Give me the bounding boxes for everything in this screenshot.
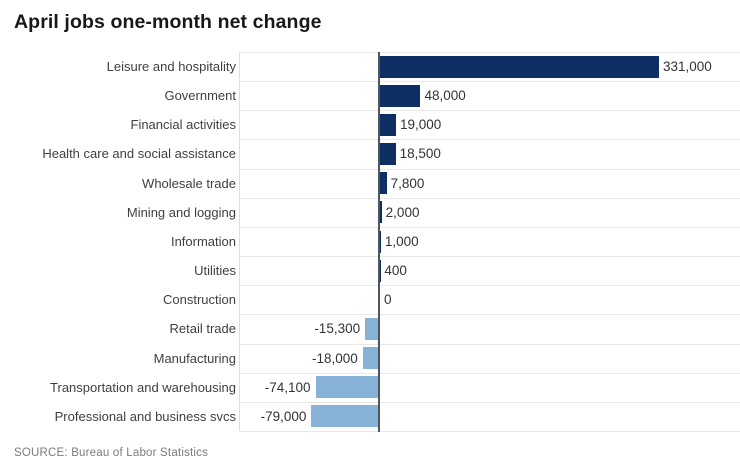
bar-positive bbox=[380, 84, 421, 107]
category-label: Financial activities bbox=[130, 117, 237, 133]
zero-axis-line bbox=[378, 52, 380, 432]
category-label: Government bbox=[164, 88, 236, 104]
category-label: Professional and business svcs bbox=[54, 408, 236, 424]
bar-positive bbox=[380, 172, 387, 195]
bar-positive bbox=[380, 55, 659, 78]
category-label: Health care and social assistance bbox=[42, 146, 236, 162]
gridline bbox=[240, 256, 740, 258]
gridline bbox=[240, 285, 740, 287]
gridline bbox=[240, 168, 740, 170]
bar-negative bbox=[315, 376, 378, 399]
value-label: 1,000 bbox=[384, 233, 419, 249]
bar-negative bbox=[362, 347, 378, 370]
category-label: Leisure and hospitality bbox=[106, 59, 236, 74]
bar-negative bbox=[365, 317, 378, 340]
value-label: 331,000 bbox=[663, 59, 712, 74]
value-label: -15,300 bbox=[314, 321, 361, 337]
bar-chart: Leisure and hospitality 331,000 Government… bbox=[0, 52, 740, 432]
gridline bbox=[240, 110, 740, 112]
gridline bbox=[240, 81, 740, 83]
category-label: Wholesale trade bbox=[142, 175, 236, 191]
value-label: 2,000 bbox=[385, 204, 420, 220]
value-label: -79,000 bbox=[260, 408, 307, 424]
bar-positive bbox=[380, 143, 396, 166]
value-label: -74,100 bbox=[264, 379, 311, 395]
gridline bbox=[240, 314, 740, 316]
gridline bbox=[240, 372, 740, 374]
value-label: 48,000 bbox=[424, 88, 466, 104]
gridline bbox=[240, 52, 740, 53]
category-label: Manufacturing bbox=[153, 350, 236, 366]
value-label: 7,800 bbox=[390, 175, 425, 191]
gridline bbox=[240, 431, 740, 432]
gridline bbox=[240, 139, 740, 141]
category-label: Retail trade bbox=[169, 321, 236, 337]
gridline bbox=[240, 401, 740, 403]
value-label: -18,000 bbox=[312, 350, 358, 366]
bar-negative bbox=[311, 405, 378, 428]
category-label: Transportation and warehousing bbox=[50, 379, 236, 395]
value-label: 0 bbox=[384, 292, 392, 308]
bar-positive bbox=[380, 113, 396, 136]
category-label: Information bbox=[170, 233, 236, 249]
source-note: SOURCE: Bureau of Labor Statistics bbox=[14, 447, 209, 459]
gridline bbox=[240, 226, 740, 228]
plot-left-border bbox=[239, 52, 240, 431]
value-label: 18,500 bbox=[399, 146, 441, 162]
bar-positive bbox=[380, 230, 381, 253]
value-label: 19,000 bbox=[400, 117, 442, 133]
category-label: Mining and logging bbox=[126, 204, 236, 220]
value-label: 400 bbox=[384, 263, 407, 279]
gridline bbox=[240, 197, 740, 199]
category-label: Construction bbox=[163, 292, 236, 308]
bar-positive bbox=[380, 201, 382, 224]
category-label: Utilities bbox=[194, 263, 236, 279]
chart-title: April jobs one-month net change bbox=[14, 11, 322, 33]
gridline bbox=[240, 343, 740, 345]
